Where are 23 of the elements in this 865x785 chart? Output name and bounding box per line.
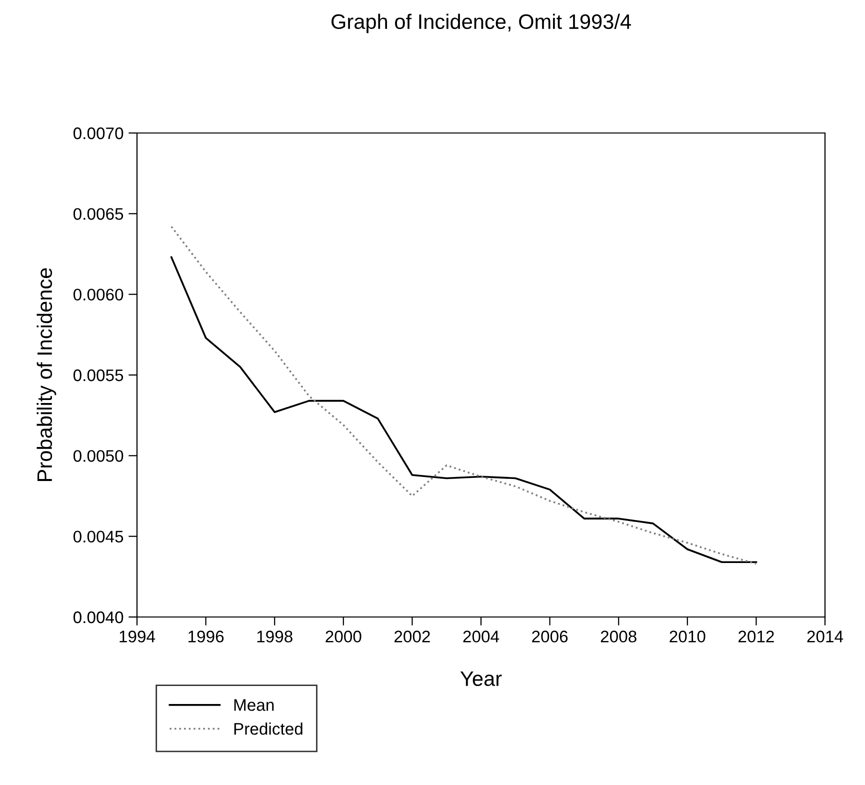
legend-label: Predicted [234, 722, 302, 735]
y-tick-label: 0.0060 [73, 288, 124, 301]
y-tick-label: 0.0070 [73, 127, 124, 140]
x-tick-label: 1994 [120, 630, 156, 642]
chart-title: Graph of Incidence, Omit 1993/4 [332, 14, 631, 34]
y-axis-title: Probability of Incidence [36, 268, 56, 481]
x-tick-label: 2000 [326, 630, 362, 642]
x-tick-label: 2002 [394, 630, 430, 642]
x-axis-title: Year [460, 671, 502, 686]
x-tick-label: 2006 [532, 630, 568, 642]
x-tick-label: 2012 [738, 630, 774, 642]
x-tick-label: 2010 [670, 630, 706, 642]
y-tick-label: 0.0055 [73, 369, 124, 382]
y-tick-label: 0.0065 [73, 208, 124, 220]
y-tick-label: 0.0045 [73, 530, 124, 543]
x-tick-label: 1998 [257, 630, 292, 642]
x-tick-label: 1996 [188, 630, 224, 642]
x-tick-label: 2008 [600, 630, 636, 642]
y-tick-label: 0.0050 [73, 450, 124, 462]
x-tick-label: 2014 [807, 630, 844, 642]
x-tick-label: 2004 [463, 630, 500, 642]
legend-label: Mean [234, 699, 274, 711]
y-tick-label: 0.0040 [73, 611, 124, 624]
